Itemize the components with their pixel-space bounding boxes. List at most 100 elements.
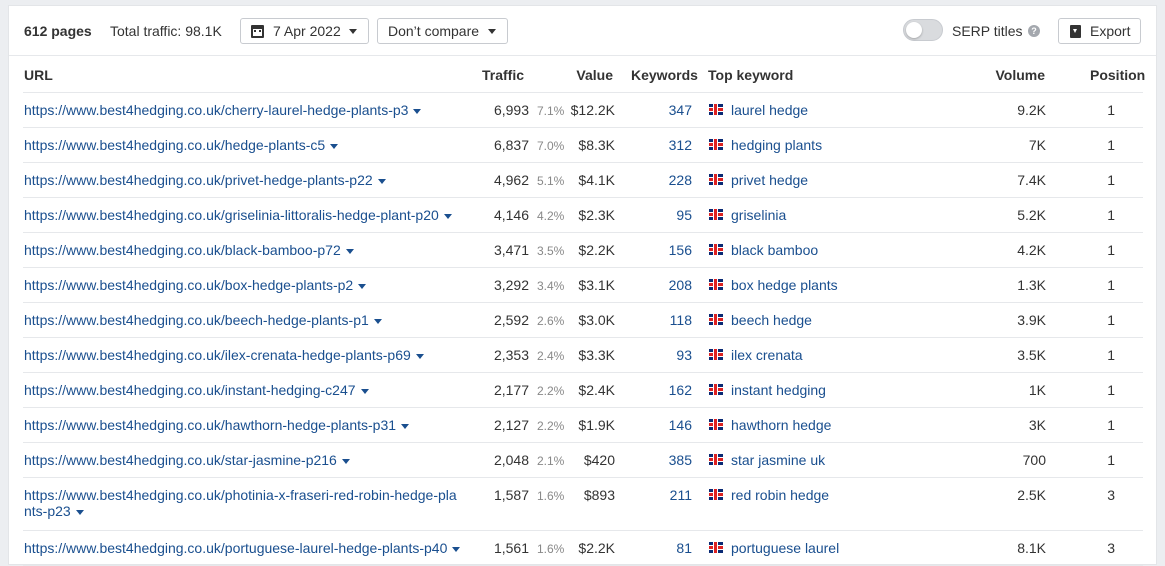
page-url[interactable]: https://www.best4hedging.co.uk/portugues… [24,540,448,556]
compare-dropdown[interactable]: Don’t compare [377,18,508,44]
top-keyword-link[interactable]: privet hedge [731,172,809,188]
chevron-down-icon[interactable] [452,546,461,552]
chevron-down-icon[interactable] [341,458,350,464]
page-url-link[interactable]: https://www.best4hedging.co.uk/instant-h… [24,382,464,398]
page-url-link[interactable]: https://www.best4hedging.co.uk/box-hedge… [24,277,464,293]
page-url-link[interactable]: https://www.best4hedging.co.uk/privet-he… [24,172,464,188]
top-keyword-link[interactable]: star jasmine uk [731,452,826,468]
page-url-link[interactable]: https://www.best4hedging.co.uk/photinia-… [24,487,464,519]
page-url[interactable]: https://www.best4hedging.co.uk/hedge-pla… [24,137,326,153]
uk-flag-icon [709,454,723,465]
top-keyword-link[interactable]: laurel hedge [731,102,809,118]
chevron-down-icon[interactable] [377,178,386,184]
traffic-share: 2.2% [537,419,565,433]
top-keyword-link[interactable]: instant hedging [731,382,826,398]
traffic-cost: $4.1K [578,172,615,188]
top-keyword-link[interactable]: griselinia [731,207,787,223]
page-url[interactable]: https://www.best4hedging.co.uk/instant-h… [24,382,356,398]
page-url[interactable]: https://www.best4hedging.co.uk/box-hedge… [24,277,354,293]
page-url-link[interactable]: https://www.best4hedging.co.uk/griselini… [24,207,464,223]
search-volume: 1K [1028,382,1046,398]
help-icon[interactable]: ? [1028,25,1040,37]
table-row: https://www.best4hedging.co.uk/hawthorn-… [23,408,1143,443]
chevron-down-icon[interactable] [360,388,369,394]
uk-flag-icon [709,384,723,395]
page-url-link[interactable]: https://www.best4hedging.co.uk/hawthorn-… [24,417,464,433]
chevron-down-icon[interactable] [413,108,422,114]
col-value[interactable]: Value [576,67,613,83]
traffic-share: 1.6% [537,542,565,556]
page-url[interactable]: https://www.best4hedging.co.uk/privet-he… [24,172,373,188]
uk-flag-icon [709,419,723,430]
keywords-count-link[interactable]: 211 [669,487,692,503]
top-keyword-link[interactable]: hedging plants [731,137,823,153]
uk-flag-icon [709,104,723,115]
keywords-count-link[interactable]: 93 [676,347,692,363]
chevron-down-icon[interactable] [401,423,410,429]
export-button[interactable]: Export [1058,18,1141,44]
uk-flag-icon [709,314,723,325]
chevron-down-icon[interactable] [443,213,452,219]
search-volume: 5.2K [1017,207,1046,223]
page-url[interactable]: https://www.best4hedging.co.uk/cherry-la… [24,102,409,118]
page-url[interactable]: https://www.best4hedging.co.uk/hawthorn-… [24,417,397,433]
page-url-link[interactable]: https://www.best4hedging.co.uk/black-bam… [24,242,464,258]
traffic-share: 7.1% [537,104,565,118]
top-keyword-link[interactable]: hawthorn hedge [731,417,832,433]
chevron-down-icon[interactable] [75,509,84,515]
page-url-link[interactable]: https://www.best4hedging.co.uk/beech-hed… [24,312,464,328]
table-row: https://www.best4hedging.co.uk/beech-hed… [23,303,1143,338]
table-row: https://www.best4hedging.co.uk/griselini… [23,198,1143,233]
page-url[interactable]: https://www.best4hedging.co.uk/black-bam… [24,242,341,258]
page-url[interactable]: https://www.best4hedging.co.uk/ilex-cren… [24,347,411,363]
traffic-cost: $1.9K [578,417,615,433]
keywords-count-link[interactable]: 385 [668,452,692,468]
date-picker-button[interactable]: 7 Apr 2022 [240,18,369,44]
position-value: 3 [1107,487,1115,503]
page-url-link[interactable]: https://www.best4hedging.co.uk/star-jasm… [24,452,464,468]
top-keyword-link[interactable]: black bamboo [731,242,819,258]
position-value: 1 [1107,452,1115,468]
traffic-share: 2.1% [537,454,565,468]
top-keyword-link[interactable]: red robin hedge [731,487,830,503]
keywords-count-link[interactable]: 118 [669,312,692,328]
page-url-link[interactable]: https://www.best4hedging.co.uk/portugues… [24,540,464,556]
top-keyword-link[interactable]: beech hedge [731,312,812,328]
search-volume: 3.5K [1017,347,1046,363]
col-url[interactable]: URL [24,67,53,83]
chevron-down-icon[interactable] [358,283,367,289]
keywords-count-link[interactable]: 228 [668,172,692,188]
top-keyword-link[interactable]: ilex crenata [731,347,803,363]
page-url[interactable]: https://www.best4hedging.co.uk/beech-hed… [24,312,369,328]
table-header: URL Traffic Value Keywords Top keyword V… [9,57,1156,92]
keywords-count-link[interactable]: 146 [668,417,692,433]
table-row: https://www.best4hedging.co.uk/instant-h… [23,373,1143,408]
chevron-down-icon[interactable] [373,318,382,324]
col-top-keyword[interactable]: Top keyword [708,67,794,83]
keywords-count-link[interactable]: 156 [668,242,692,258]
keywords-count-link[interactable]: 95 [676,207,692,223]
compare-label: Don’t compare [388,23,480,39]
page-url-link[interactable]: https://www.best4hedging.co.uk/ilex-cren… [24,347,464,363]
chevron-down-icon[interactable] [330,143,339,149]
page-url[interactable]: https://www.best4hedging.co.uk/star-jasm… [24,452,337,468]
keywords-count-link[interactable]: 347 [668,102,692,118]
top-keyword-link[interactable]: box hedge plants [731,277,838,293]
keywords-count-link[interactable]: 162 [668,382,692,398]
col-position[interactable]: Position [1090,67,1146,83]
col-traffic[interactable]: Traffic [482,67,525,83]
keywords-count-link[interactable]: 312 [668,137,692,153]
keywords-count-link[interactable]: 208 [668,277,692,293]
search-volume: 4.2K [1017,242,1046,258]
serp-titles-toggle[interactable] [903,19,943,41]
page-url-link[interactable]: https://www.best4hedging.co.uk/hedge-pla… [24,137,464,153]
page-url[interactable]: https://www.best4hedging.co.uk/photinia-… [24,487,457,519]
col-keywords[interactable]: Keywords [631,67,698,83]
chevron-down-icon[interactable] [345,248,354,254]
keywords-count-link[interactable]: 81 [676,540,692,556]
top-keyword-link[interactable]: portuguese laurel [731,540,840,556]
chevron-down-icon[interactable] [415,353,424,359]
page-url[interactable]: https://www.best4hedging.co.uk/griselini… [24,207,439,223]
page-url-link[interactable]: https://www.best4hedging.co.uk/cherry-la… [24,102,464,118]
col-volume[interactable]: Volume [995,67,1045,83]
